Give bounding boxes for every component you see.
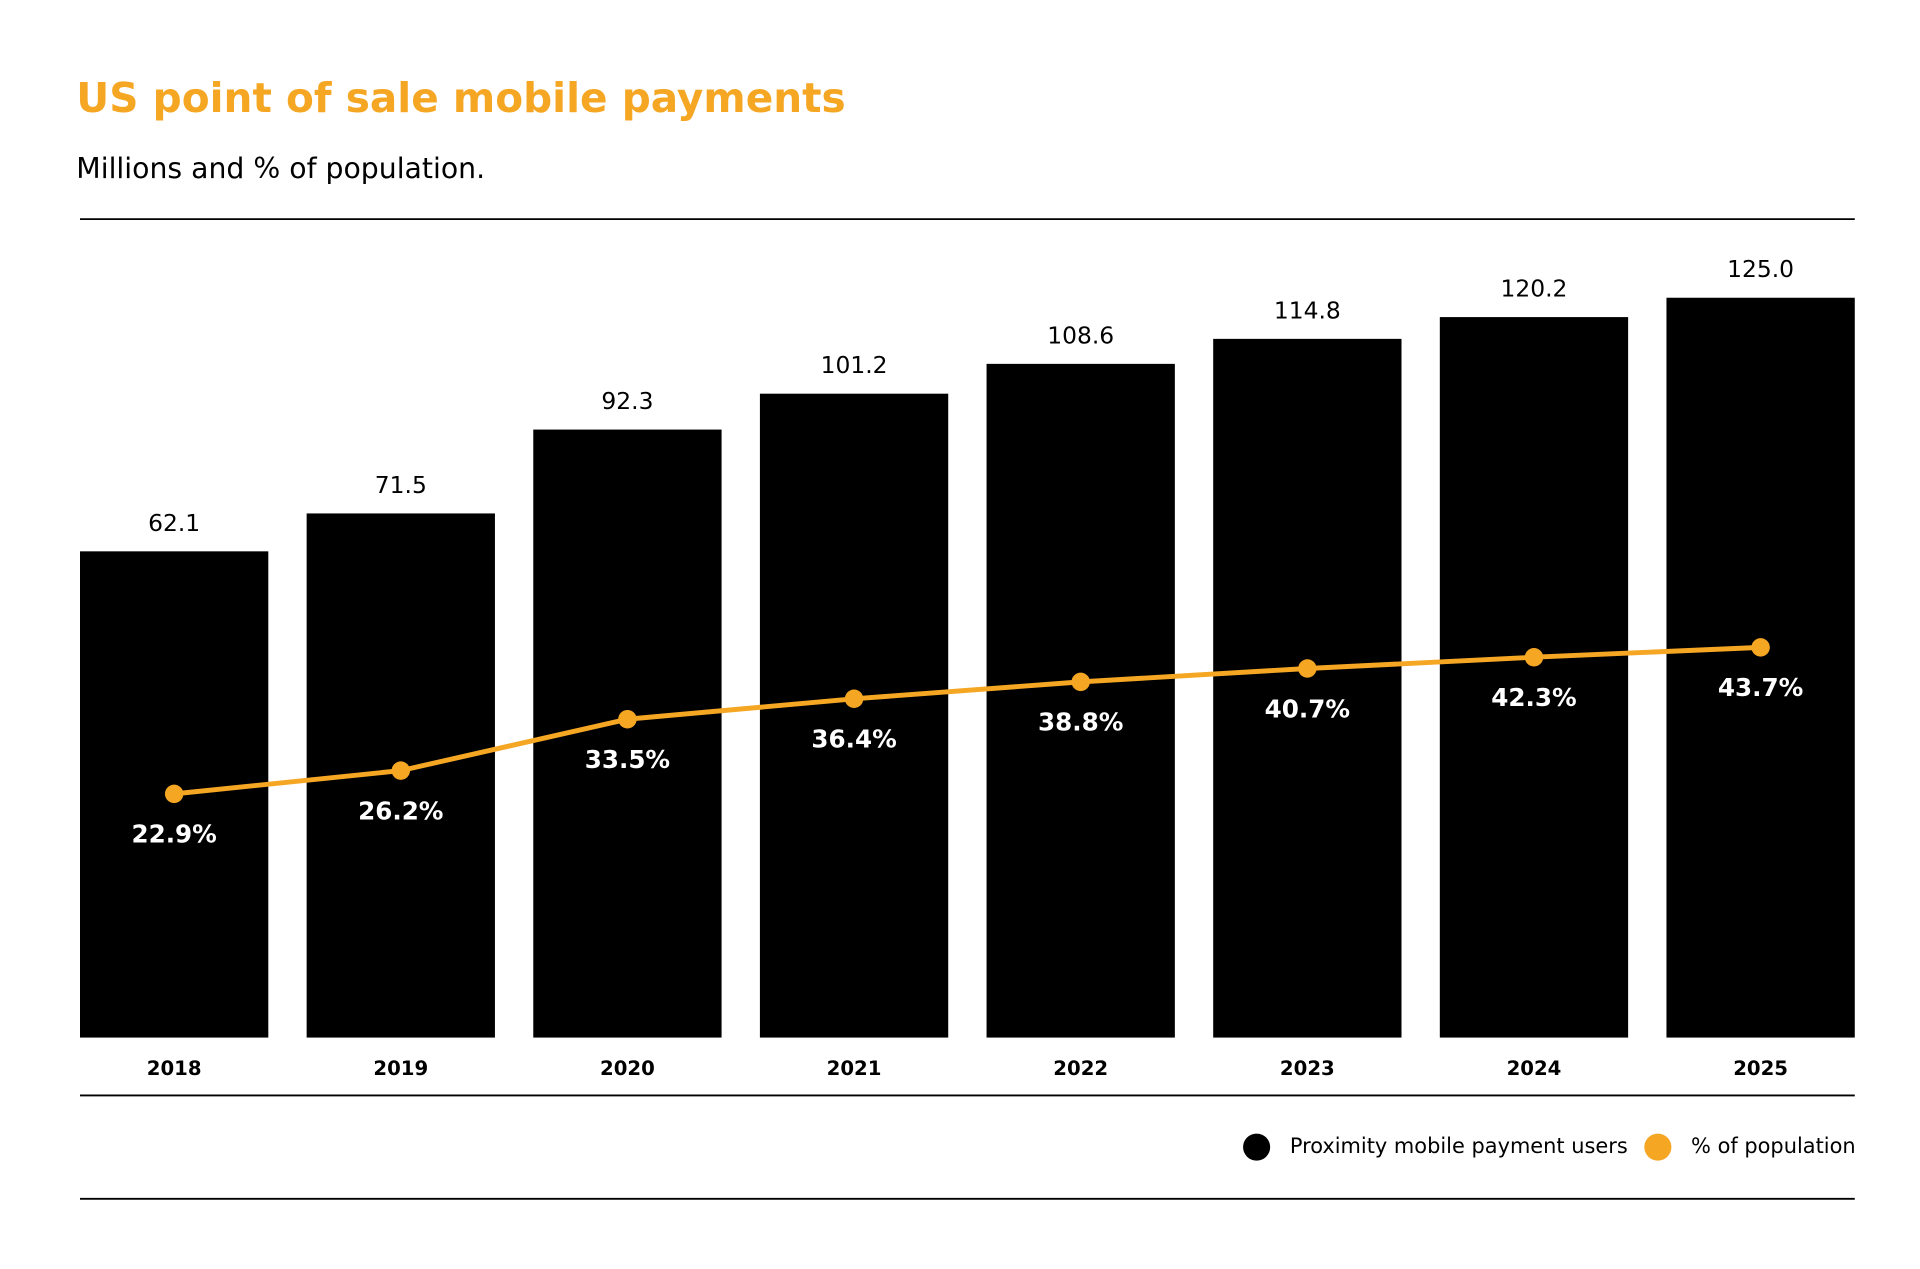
line-value-label: 42.3% <box>1491 683 1576 712</box>
line <box>173 644 1761 797</box>
line-value-label: 43.7% <box>1718 673 1803 702</box>
line-value-label: 36.4% <box>811 725 896 754</box>
x-tick-label: 2022 <box>1053 1057 1108 1080</box>
x-tick-label: 2025 <box>1733 1057 1788 1080</box>
bar <box>1666 297 1855 1038</box>
x-tick-label: 2019 <box>373 1057 428 1080</box>
line-point <box>1071 672 1090 692</box>
line-point <box>391 761 411 780</box>
bar-value-label: 101.2 <box>821 351 888 379</box>
line-value-label: 33.5% <box>585 745 670 774</box>
x-tick-label: 2021 <box>827 1057 882 1080</box>
bar-value-label: 62.1 <box>148 509 200 537</box>
legend-label: Proximity mobile payment users <box>1290 1134 1628 1158</box>
legend-label: % of population <box>1691 1134 1856 1158</box>
line-point <box>1298 659 1317 678</box>
line-point <box>1524 647 1544 667</box>
bar-value-label: 114.8 <box>1274 296 1341 324</box>
legend-swatch <box>1243 1133 1271 1161</box>
line-value-label: 40.7% <box>1265 694 1350 723</box>
x-tick-label: 2023 <box>1280 1057 1335 1080</box>
bar <box>986 363 1175 1038</box>
x-tick-label: 2018 <box>147 1057 202 1080</box>
x-tick-label: 2024 <box>1507 1057 1562 1080</box>
chart-subtitle: Millions and % of population. <box>76 152 485 185</box>
bar-value-label: 92.3 <box>601 387 653 415</box>
line-value-label: 22.9% <box>131 820 216 849</box>
x-tick-label: 2020 <box>600 1057 655 1080</box>
bar <box>1213 338 1402 1038</box>
line-point <box>618 709 637 729</box>
bar <box>759 393 949 1038</box>
bar <box>1439 317 1629 1038</box>
line-value-label: 26.2% <box>358 796 443 825</box>
bar-value-label: 71.5 <box>375 471 427 499</box>
bar-value-label: 120.2 <box>1501 275 1568 303</box>
bar-value-label: 108.6 <box>1047 321 1114 349</box>
line-point <box>844 689 864 709</box>
line-point <box>164 784 184 804</box>
line-value-label: 38.8% <box>1038 708 1123 737</box>
line-point <box>1751 638 1770 657</box>
chart-title: US point of sale mobile payments <box>76 74 845 122</box>
legend-swatch <box>1644 1133 1672 1161</box>
bar-value-label: 125.0 <box>1727 255 1794 283</box>
